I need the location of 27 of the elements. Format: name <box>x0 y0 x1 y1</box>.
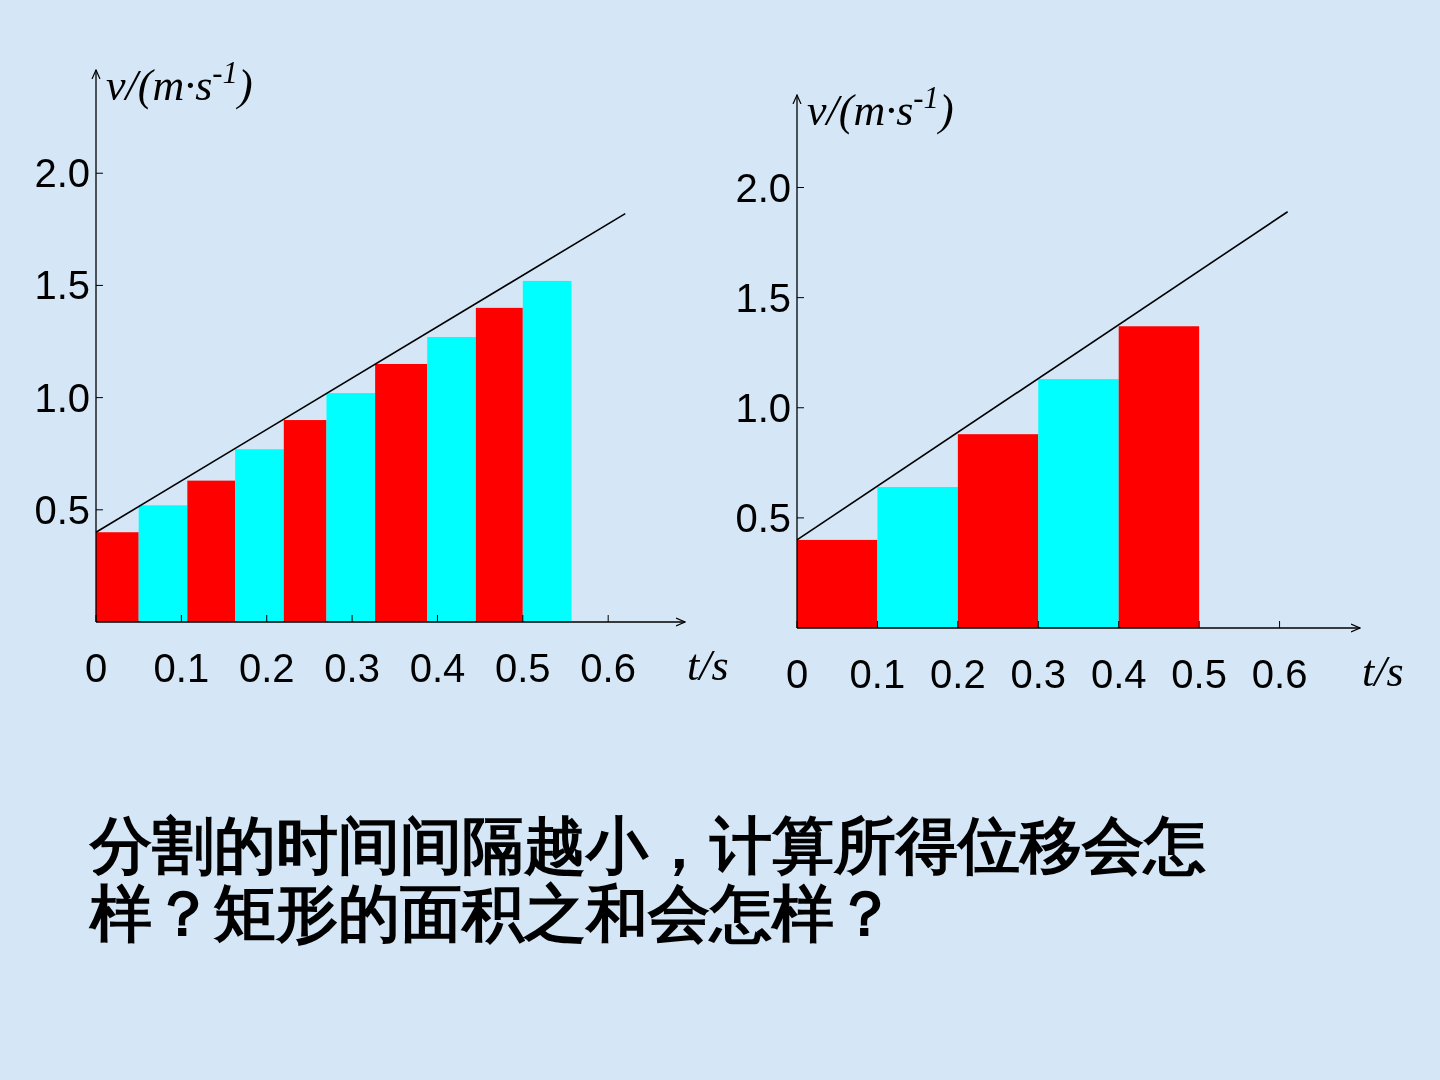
x-tick-label: 0.5 <box>1171 652 1227 696</box>
y-tick-label: 1.0 <box>735 385 791 430</box>
y-axis-title: v/(m·s$^{-1}$) <box>106 56 253 110</box>
x-tick-label: 0.5 <box>495 646 551 690</box>
text: 分割的时间间隔越小，计算所得位移会怎样？矩形的面积之和会怎样？ <box>90 809 1207 950</box>
y-tick-label: 0.5 <box>735 495 791 540</box>
x-tick-label: 0.2 <box>238 646 295 690</box>
y-tick-label: 1.0 <box>34 375 90 420</box>
x-tick-label: 0.4 <box>1090 652 1147 696</box>
x-tick-label: 0.6 <box>1251 652 1308 696</box>
x-tick-label: 0.2 <box>930 652 986 696</box>
x-axis-title: t/s <box>687 641 729 690</box>
x-axis-title: t/s <box>1362 647 1404 696</box>
x-tick-label: 0.1 <box>153 646 210 690</box>
y-axis-title: v/(m·s$^{-1}$) <box>807 81 954 135</box>
x-tick-label: 0 <box>785 652 809 696</box>
y-tick-label: 1.5 <box>735 275 791 320</box>
x-tick-label: 0.3 <box>324 646 380 690</box>
x-tick-label: 0.6 <box>580 646 636 690</box>
y-tick-label: 2.0 <box>735 165 791 210</box>
x-tick-label: 0 <box>84 646 108 690</box>
y-tick-label: 0.5 <box>34 487 90 532</box>
y-tick-label: 1.5 <box>34 263 90 308</box>
x-tick-label: 0.3 <box>1010 652 1067 696</box>
y-tick-label: 2.0 <box>34 151 90 196</box>
x-tick-label: 0.4 <box>409 646 466 690</box>
x-tick-label: 0.1 <box>849 652 906 696</box>
